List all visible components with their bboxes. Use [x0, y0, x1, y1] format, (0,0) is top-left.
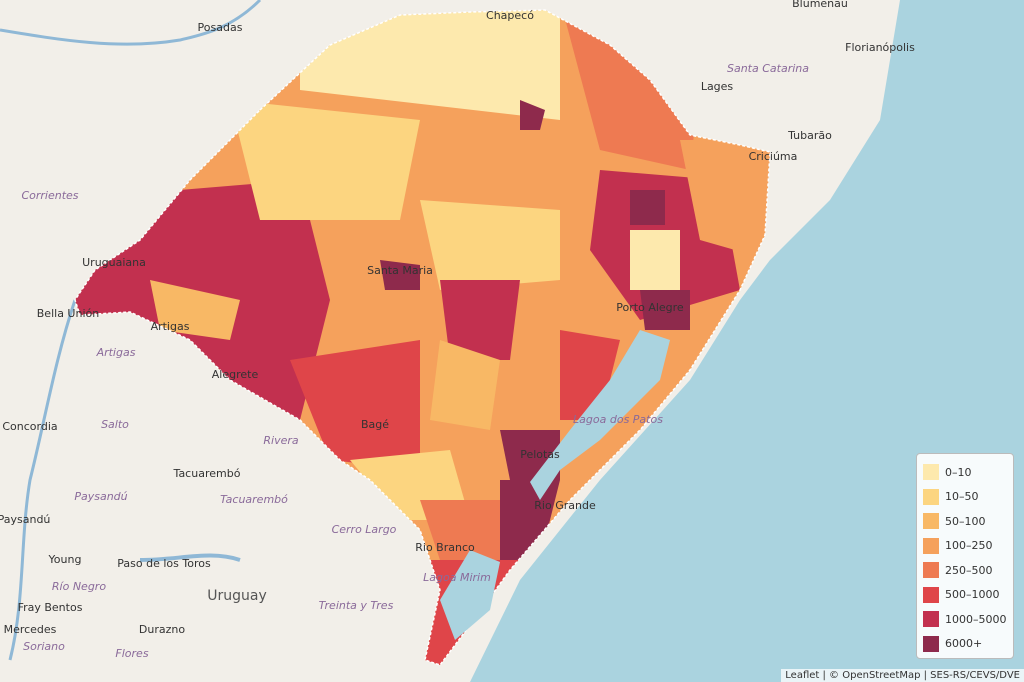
place-label: Rio Branco: [415, 541, 475, 554]
place-label: Alegrete: [212, 368, 259, 381]
legend-item: 50–100: [923, 509, 1013, 534]
region: [420, 200, 560, 290]
legend: 0–10 10–50 50–100 100–250 250–500 500–1000 100…: [916, 453, 1014, 659]
place-label: Posadas: [198, 21, 243, 34]
region: [680, 140, 770, 260]
legend-item: 0–10: [923, 460, 1013, 485]
region: [640, 290, 690, 330]
legend-label: 1000–5000: [945, 612, 1007, 626]
place-label: Porto Alegre: [616, 301, 684, 314]
region-label: Tacuarembó: [220, 493, 288, 506]
region-label: Cerro Largo: [332, 523, 397, 536]
region-label: Soriano: [23, 640, 65, 653]
legend-swatch: [923, 488, 939, 505]
place-label: Young: [48, 553, 82, 566]
legend-item: 6000+: [923, 632, 1013, 657]
region: [560, 10, 700, 170]
region: [230, 100, 420, 220]
place-label: Bella Unión: [37, 307, 99, 320]
region-label: Corrientes: [21, 189, 78, 202]
place-label: Florianópolis: [845, 41, 915, 54]
river: [8, 299, 77, 661]
place-label: Concordia: [2, 420, 57, 433]
legend-label: 250–500: [945, 563, 993, 577]
region: [300, 10, 560, 120]
legend-label: 50–100: [945, 514, 986, 528]
region-label: Treinta y Tres: [319, 599, 394, 612]
legend-item: 10–50: [923, 485, 1013, 510]
legend-label: 100–250: [945, 539, 993, 553]
place-label: Tubarão: [787, 129, 832, 142]
region-label: Paysandú: [74, 490, 127, 503]
place-label: Pelotas: [520, 448, 560, 461]
region: [150, 280, 240, 340]
place-label: Fray Bentos: [18, 601, 83, 614]
place-label: Paysandú: [0, 513, 50, 526]
region: [420, 500, 510, 560]
legend-item: 1000–5000: [923, 607, 1013, 632]
country-label: Uruguay: [207, 588, 267, 604]
legend-item: 100–250: [923, 534, 1013, 559]
lagoon: [530, 330, 670, 500]
region: [630, 190, 665, 225]
region: [380, 260, 420, 290]
region: [520, 100, 545, 130]
place-label: Uruguaiana: [82, 256, 146, 269]
place-label: Mercedes: [4, 623, 57, 636]
region-label: Río Negro: [52, 580, 106, 593]
lagoon: [440, 550, 500, 640]
place-label: Blumenau: [792, 0, 848, 10]
legend-label: 500–1000: [945, 588, 1000, 602]
place-label: Tacuarembó: [173, 467, 241, 480]
region-label: Santa Catarina: [727, 62, 809, 75]
legend-swatch: [923, 635, 939, 652]
legend-swatch: [923, 537, 939, 554]
legend-label: 6000+: [945, 637, 983, 651]
region-label: Flores: [115, 647, 148, 660]
legend-swatch: [923, 464, 939, 481]
region: [430, 340, 500, 430]
place-label: Artigas: [151, 320, 190, 333]
legend-swatch: [923, 513, 939, 530]
region-label: Rivera: [263, 434, 298, 447]
region-label: Salto: [101, 418, 129, 431]
legend-swatch: [923, 562, 939, 579]
region: [630, 230, 680, 290]
region: [290, 340, 420, 470]
water-label: Lagoa Mirim: [423, 571, 491, 584]
legend-item: 250–500: [923, 558, 1013, 583]
legend-swatch: [923, 586, 939, 603]
attribution[interactable]: Leaflet | © OpenStreetMap | SES-RS/CEVS/…: [781, 669, 1024, 682]
legend-item: 500–1000: [923, 583, 1013, 608]
region: [440, 280, 520, 360]
legend-swatch: [923, 611, 939, 628]
reservoir: [139, 553, 241, 562]
place-label: Chapecó: [486, 9, 534, 22]
place-label: Lages: [701, 80, 734, 93]
river: [0, 0, 262, 46]
legend-label: 10–50: [945, 490, 979, 504]
region-label: Artigas: [96, 346, 136, 359]
place-label: Durazno: [139, 623, 185, 636]
legend-label: 0–10: [945, 465, 972, 479]
place-label: Santa Maria: [367, 264, 433, 277]
place-label: Criciúma: [749, 150, 798, 163]
water-label: Lagoa dos Patos: [573, 413, 663, 426]
place-label: Rio Grande: [534, 499, 596, 512]
place-label: Bagé: [361, 418, 389, 431]
place-label: Paso de los Toros: [117, 557, 211, 570]
